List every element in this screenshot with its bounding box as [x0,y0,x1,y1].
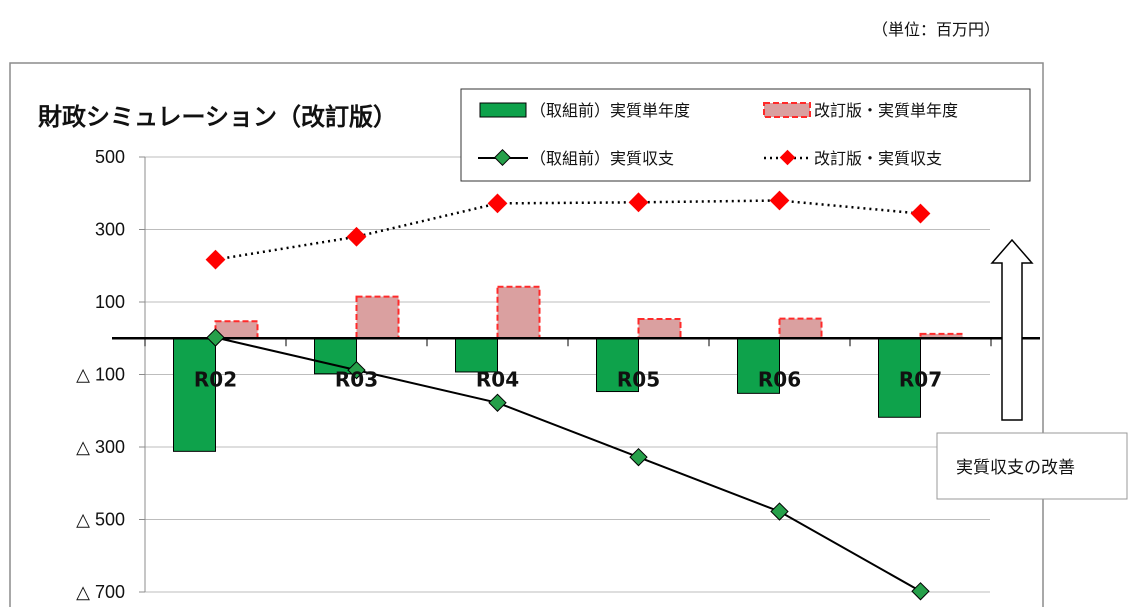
line-before [215,336,921,593]
annotation-box [936,432,1128,500]
legend-swatch-bar-revised [763,102,811,118]
point-before-R07 [911,582,930,601]
category-label: R04 [476,367,519,391]
y-tick-label: 500 [95,147,125,167]
y-tick-label: 300 [95,220,125,240]
up-arrow-icon [990,238,1034,421]
point-revised-R04 [487,193,508,214]
legend-box [460,88,1031,182]
series-lines [205,190,931,601]
y-tick-label: △ 500 [76,510,125,530]
point-revised-R03 [346,226,367,247]
bar-before-R05 [596,337,639,393]
y-tick-label: 100 [95,292,125,312]
bar-before-R02 [173,337,216,452]
category-labels: R02 R03 R04 R05 R06 R07 [194,367,942,391]
bar-revised-R05 [637,318,682,340]
point-before-R03 [347,360,366,380]
category-label: R02 [194,367,237,391]
legend: （取組前）実質単年度 改訂版・実質単年度 （取組前）実質収支 改訂版・実質収支 [460,88,1031,182]
unit-note: （単位：百万円） [872,20,1001,39]
chart-title: 財政シミュレーション（改訂版） [38,103,397,131]
category-label: R05 [617,367,660,391]
y-tick-label: △ 700 [76,582,125,602]
point-before-R04 [488,393,507,412]
annotation-text: 実質収支の改善 [956,458,1075,478]
legend-label-bar-revised: 改訂版・実質単年度 [814,101,958,120]
x-axis-tick-marks [144,338,992,347]
point-before-R05 [629,447,648,467]
category-label: R07 [899,367,942,391]
bars [173,285,964,452]
legend-label-bar-before: （取組前）実質単年度 [530,101,690,120]
bar-before-R07 [878,337,921,418]
legend-label-line-before: （取組前）実質収支 [530,149,674,168]
y-axis-ticks: 500 300 100 △ 100 △ 300 △ 500 △ 700 [76,147,146,602]
point-revised-R02 [205,249,226,270]
y-tick-label: △ 100 [76,365,125,385]
bar-before-R04 [455,337,498,373]
legend-marker-line-before [494,149,511,166]
legend-label-line-revised: 改訂版・実質収支 [814,149,942,168]
annotation-callout: 実質収支の改善 [936,432,1128,500]
category-label: R03 [335,367,378,391]
bar-revised-R04 [496,285,541,340]
point-before-R02 [206,328,225,347]
bar-revised-R03 [355,295,400,340]
bar-revised-R06 [778,317,823,340]
bar-before-R06 [737,337,780,394]
point-before-R06 [770,502,789,521]
y-tick-label: △ 300 [76,437,125,457]
legend-swatch-bar-before [479,102,527,118]
legend-marker-line-revised [779,149,796,166]
category-label: R06 [758,367,801,391]
